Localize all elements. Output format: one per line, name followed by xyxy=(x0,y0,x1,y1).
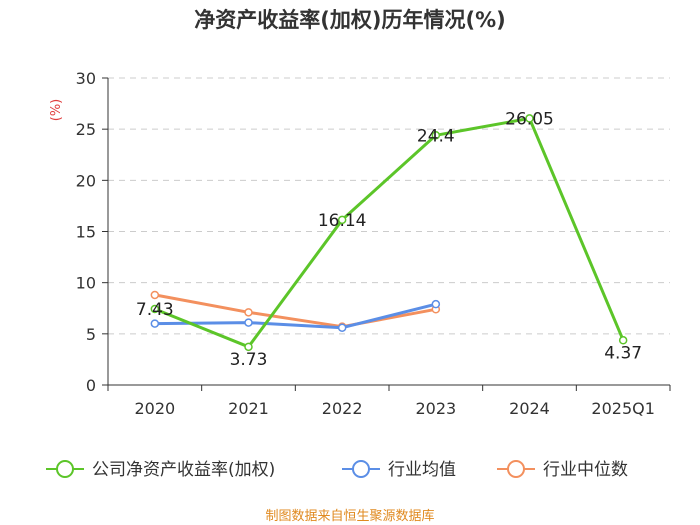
gridlines xyxy=(108,77,670,335)
series-layer xyxy=(150,114,628,352)
y-tick-label-25: 25 xyxy=(76,120,96,139)
legend-marker-2 xyxy=(507,460,525,478)
point-0-2020 xyxy=(150,304,160,314)
y-tick-label-5: 5 xyxy=(86,325,96,344)
x-tick-label-2021: 2021 xyxy=(228,399,269,418)
data-label-2022: 16.14 xyxy=(318,211,367,231)
chart-title: 净资产收益率(加权)历年情况(%) xyxy=(194,8,505,32)
series-line-1 xyxy=(154,302,437,330)
legend-label-2: 行业中位数 xyxy=(543,460,628,480)
y-tick-label-20: 20 xyxy=(76,171,96,190)
data-label-2023: 24.4 xyxy=(417,126,455,146)
legend-label-1: 行业均值 xyxy=(388,460,456,480)
point-2-2021 xyxy=(244,308,253,317)
point-1-2020 xyxy=(150,319,160,328)
axes: 0 5 10 15 20 25 30 2020 2021 2022 2023 2024 2025Q1 xyxy=(76,69,671,418)
point-2-2020 xyxy=(150,290,160,300)
data-label-2025Q1: 4.37 xyxy=(604,343,642,363)
x-tick-label-2020: 2020 xyxy=(134,399,175,418)
series-line-0 xyxy=(154,116,625,349)
data-label-2021: 3.73 xyxy=(230,350,268,370)
source-note: 制图数据来自恒生聚源数据库 xyxy=(265,508,434,524)
data-labels: 7.43 3.73 16.14 24.4 26.05 4.37 xyxy=(136,109,642,369)
x-tick-label-2023: 2023 xyxy=(415,399,456,418)
point-1-2023 xyxy=(431,299,441,309)
point-1-2022 xyxy=(337,323,347,332)
point-0-2021 xyxy=(244,342,253,352)
y-tick-label-15: 15 xyxy=(76,223,96,242)
data-label-2024: 26.05 xyxy=(505,109,554,129)
y-tick-label-30: 30 xyxy=(76,69,96,88)
point-0-2024 xyxy=(525,114,534,123)
legend-marker-0 xyxy=(56,460,74,478)
point-0-2023 xyxy=(431,131,441,140)
y-axis-unit: (%) xyxy=(49,99,64,122)
legend-marker-1 xyxy=(352,460,370,478)
point-0-2025Q1 xyxy=(618,336,628,345)
legend-label-0: 公司净资产收益率(加权) xyxy=(92,460,275,480)
x-tick-label-2022: 2022 xyxy=(322,399,363,418)
x-tick-label-2024: 2024 xyxy=(509,399,550,418)
x-tick-label-2025Q1: 2025Q1 xyxy=(591,399,655,418)
point-1-2021 xyxy=(244,318,253,327)
y-tick-label-10: 10 xyxy=(76,274,96,293)
series-line-2 xyxy=(154,293,437,329)
data-label-2020: 7.43 xyxy=(136,300,174,320)
y-tick-label-0: 0 xyxy=(86,376,96,395)
point-0-2022 xyxy=(337,215,347,225)
legend: 公司净资产收益率(加权) 行业均值 行业中位数 xyxy=(46,460,628,480)
